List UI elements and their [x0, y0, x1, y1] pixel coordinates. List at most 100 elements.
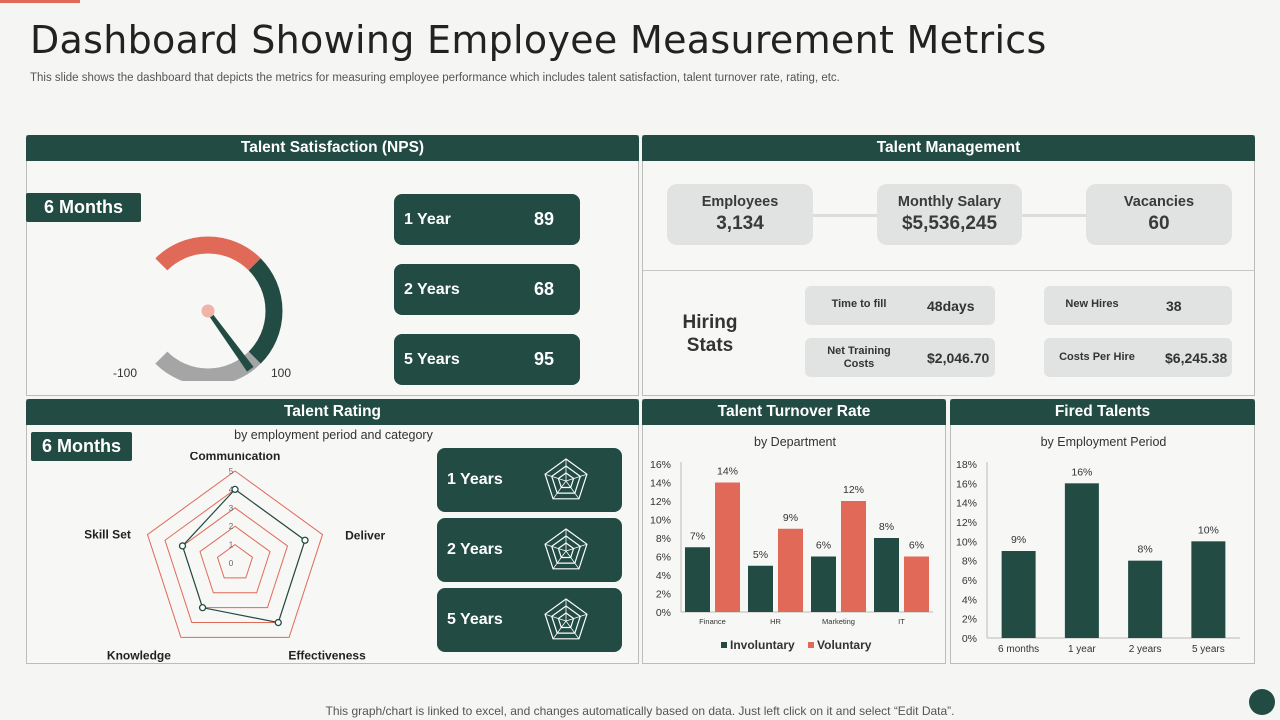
y-tick-label: 16% [650, 459, 671, 471]
page-subtitle: This slide shows the dashboard that depi… [30, 72, 840, 84]
y-tick-label: 18% [956, 459, 977, 471]
nps-gauge [155, 236, 283, 381]
mini-radar-ring [544, 458, 588, 500]
x-category-label: 5 years [1192, 644, 1225, 655]
radar-axis-label: Knowledge [107, 648, 171, 662]
y-tick-label: 12% [956, 517, 977, 529]
net-training-costs-label-line1: Net Training [827, 345, 891, 357]
gauge-segment-negative [155, 236, 261, 271]
turnover-heading: Talent Turnover Rate [642, 399, 946, 425]
radar-point [301, 536, 309, 544]
y-tick-label: 10% [650, 515, 671, 527]
bar [685, 547, 710, 612]
x-category-label: IT [898, 617, 905, 626]
gauge-segment-mid [248, 258, 283, 364]
radar-scale-label: 3 [229, 504, 234, 513]
mini-radar-ring [551, 605, 581, 634]
x-category-label: 6 months [998, 644, 1039, 655]
radar-grid-ring [216, 543, 254, 579]
bar [1191, 541, 1226, 638]
mini-radar-spoke [544, 543, 567, 552]
y-tick-label: 4% [656, 570, 671, 582]
rating-period-5-years[interactable]: 5 Years [437, 588, 622, 652]
bar-value-label: 7% [690, 530, 705, 542]
bar-value-label: 14% [717, 466, 738, 478]
y-tick-label: 6% [656, 552, 671, 564]
bar-value-label: 12% [843, 484, 864, 496]
mini-radar-spoke [544, 473, 567, 482]
rating-period-tag[interactable]: 6 Months [31, 432, 132, 461]
mini-radar-spoke [565, 613, 588, 622]
rating-period-1-years[interactable]: 1 Years [437, 448, 622, 512]
nps-stat-1-year[interactable]: 1 Year 89 [394, 194, 580, 245]
mini-radar-ring [544, 598, 588, 640]
turnover-subheading: by Department [754, 435, 836, 449]
turnover-panel: Talent Turnover Rate by Department 0% 2% 4… [642, 399, 946, 664]
bar-value-label: 9% [783, 512, 798, 524]
bar [715, 482, 740, 612]
nps-stat-value: 89 [533, 209, 554, 229]
mini-radar-ring [557, 612, 575, 629]
section-divider [643, 270, 1254, 271]
vacancies-label: Vacancies [1123, 194, 1195, 210]
vacancies-card: Vacancies 60 [1086, 184, 1232, 245]
talent-rating-subheading: by employment period and category [234, 428, 433, 442]
gauge-needle [206, 309, 254, 372]
legend-label: Involuntary [730, 638, 795, 652]
radar-axis-label: Skill Set [85, 528, 131, 542]
time-to-fill-card: Time to fill 48days [805, 286, 995, 325]
nps-stat-5-years[interactable]: 5 Years 95 [394, 334, 580, 385]
mini-radar-spoke [552, 620, 567, 640]
time-to-fill-label: Time to fill [831, 298, 887, 310]
nps-stat-value: 68 [533, 279, 554, 299]
bar-value-label: 6% [909, 540, 924, 552]
footer-note: This graph/chart is linked to excel, and… [325, 704, 955, 718]
talent-management-panel: Talent Management Employees 3,134 Monthl… [642, 135, 1255, 396]
monthly-salary-card: Monthly Salary $5,536,245 [877, 184, 1022, 245]
employees-value: 3,134 [716, 213, 764, 234]
radar-axis-label: Effectiveness [288, 648, 366, 662]
rating-period-2-years[interactable]: 2 Years [437, 518, 622, 582]
net-training-costs-value: $2,046.70 [927, 350, 990, 366]
bar-value-label: 16% [1071, 466, 1092, 478]
hiring-title-line2: Stats [686, 335, 734, 356]
radar-grid-ring [146, 470, 324, 638]
bar [1064, 483, 1099, 638]
nps-stat-2-years[interactable]: 2 Years 68 [394, 264, 580, 315]
x-category-label: HR [770, 617, 781, 626]
bar [1128, 560, 1163, 638]
mini-radar-spoke [565, 480, 580, 500]
talent-radar-chart: 0 1 2 3 4 5 Communication Delivery Effectiveness… [85, 452, 385, 662]
mini-radar-spoke [552, 480, 567, 500]
new-hires-value: 38 [1166, 298, 1182, 314]
y-tick-label: 0% [656, 607, 671, 619]
net-training-costs-card: Net Training Costs $2,046.70 [805, 338, 995, 377]
bar-value-label: 5% [753, 549, 768, 561]
y-tick-label: 4% [962, 594, 977, 606]
gauge-min-label: -100 [113, 366, 138, 380]
mini-radar-spoke [544, 613, 567, 622]
mini-radar-ring [557, 542, 575, 559]
hiring-title-line1: Hiring [682, 312, 738, 333]
fired-heading: Fired Talents [950, 399, 1255, 425]
radar-scale-label: 5 [229, 467, 234, 476]
legend-swatch [808, 642, 814, 648]
bar-value-label: 8% [1138, 544, 1153, 556]
bar-value-label: 6% [816, 540, 831, 552]
employees-card: Employees 3,134 [667, 184, 813, 245]
talent-management-heading: Talent Management [642, 135, 1255, 161]
fired-panel: Fired Talents by Employment Period 0% 2% 4… [950, 399, 1255, 664]
fired-bar-chart: 0% 2% 4% 6% 8% 10% 12% 14% 16% 18% 9% 6 months 16% 1 … [956, 459, 1240, 655]
bar [874, 538, 899, 612]
period-tag[interactable]: 6 Months [26, 193, 141, 222]
bar [748, 565, 773, 612]
new-hires-card: New Hires 38 [1044, 286, 1232, 325]
radar-point [198, 604, 207, 612]
mini-radar-ring [557, 472, 575, 489]
costs-per-hire-card: Costs Per Hire $6,245.38 [1044, 338, 1232, 377]
radar-icon [544, 528, 588, 570]
y-tick-label: 10% [956, 536, 977, 548]
nps-stat-label: 2 Years [404, 281, 460, 298]
rating-period-label: 5 Years [447, 611, 503, 628]
nps-stat-value: 95 [533, 349, 554, 369]
